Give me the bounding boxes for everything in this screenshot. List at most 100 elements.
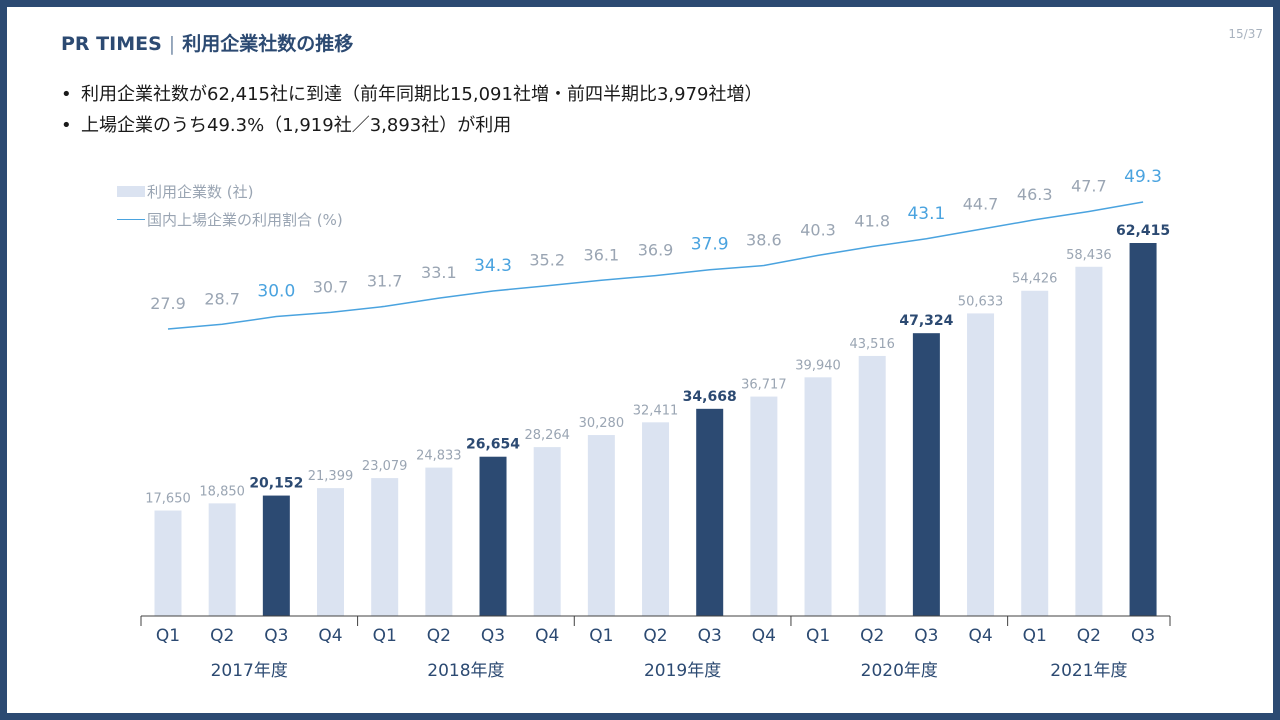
slide-header: PR TIMES | 利用企業社数の推移 [61, 29, 353, 56]
line-value-label: 46.3 [1017, 185, 1053, 204]
line-value-label: 30.7 [313, 277, 349, 296]
ratio-line [167, 201, 1144, 330]
bullet-item: • 上場企業のうち49.3%（1,919社／3,893社）が利用 [61, 110, 763, 141]
bar [317, 488, 345, 616]
bar [425, 467, 453, 616]
category-label: Q3 [914, 626, 938, 646]
legend-item-line: 国内上場企業の利用割合 (%) [117, 205, 343, 233]
line-value-label: 44.7 [963, 194, 999, 213]
bar-value-label: 43,516 [849, 337, 895, 352]
category-label: Q3 [698, 626, 722, 646]
line-value-label: 34.3 [474, 256, 512, 276]
group-label: 2017年度 [211, 661, 288, 681]
bar-value-label: 54,426 [1012, 272, 1058, 287]
bullet-dot: • [61, 115, 72, 136]
bar-value-label: 18,850 [199, 484, 245, 499]
bar-value-label: 34,668 [683, 389, 737, 405]
bar-value-label: 30,280 [579, 416, 625, 431]
bar-value-label: 50,633 [958, 294, 1004, 309]
line-value-label: 31.7 [367, 271, 403, 290]
bar [642, 422, 670, 616]
group-label: 2018年度 [427, 661, 504, 681]
legend-item-bars: 利用企業数 (社) [117, 177, 343, 205]
bar-value-label: 28,264 [524, 428, 570, 443]
line-value-label: 41.8 [854, 212, 890, 231]
bar [587, 435, 615, 616]
line-value-label: 47.7 [1071, 176, 1107, 195]
bar [479, 456, 507, 616]
bar-value-label: 47,324 [899, 313, 953, 329]
line-value-label: 28.7 [204, 289, 240, 308]
line-value-label: 33.1 [421, 263, 457, 282]
brand-name: PR TIMES [61, 33, 162, 55]
legend-bar-swatch [117, 185, 145, 197]
bar [208, 503, 236, 616]
line-value-label: 49.3 [1124, 167, 1162, 187]
group-label: 2020年度 [861, 661, 938, 681]
bar [967, 313, 995, 616]
line-value-label: 27.9 [150, 294, 186, 313]
bar-value-label: 24,833 [416, 449, 462, 464]
category-label: Q3 [264, 626, 288, 646]
bar-value-label: 21,399 [308, 469, 354, 484]
bar [262, 495, 290, 616]
bullet-text: 利用企業社数が62,415社に到達（前年同期比15,091社増・前四半期比3,9… [81, 84, 763, 105]
category-label: Q1 [806, 626, 830, 646]
bar [154, 510, 182, 616]
category-label: Q2 [210, 626, 234, 646]
bar-value-label: 39,940 [795, 358, 841, 373]
bar [696, 408, 724, 616]
bar-value-label: 17,650 [145, 492, 191, 507]
group-label: 2021年度 [1050, 661, 1127, 681]
category-label: Q2 [1077, 626, 1101, 646]
bar-value-label: 32,411 [633, 403, 679, 418]
category-label: Q1 [1023, 626, 1047, 646]
line-value-label: 40.3 [800, 220, 836, 239]
bar-value-label: 62,415 [1116, 223, 1170, 239]
page-number: 15/37 [1228, 27, 1263, 41]
category-label: Q4 [318, 626, 342, 646]
category-label: Q3 [481, 626, 505, 646]
bar-value-label: 36,717 [741, 378, 787, 393]
bar-value-label: 58,436 [1066, 248, 1112, 263]
slide-title: 利用企業社数の推移 [182, 33, 354, 55]
bar [1075, 266, 1103, 616]
category-label: Q1 [373, 626, 397, 646]
bar [804, 377, 832, 616]
category-label: Q4 [752, 626, 776, 646]
line-value-label: 43.1 [907, 204, 945, 224]
bar [371, 478, 399, 616]
category-label: Q1 [156, 626, 180, 646]
bar [1021, 290, 1049, 616]
category-label: Q1 [589, 626, 613, 646]
line-value-label: 36.9 [638, 241, 674, 260]
category-label: Q3 [1131, 626, 1155, 646]
line-value-label: 35.2 [529, 251, 565, 270]
bar [1129, 243, 1157, 616]
bar-value-label: 23,079 [362, 459, 408, 474]
header-separator: | [168, 33, 176, 55]
bar [533, 447, 561, 616]
line-value-label: 38.6 [746, 231, 782, 250]
bar-value-label: 20,152 [249, 476, 303, 492]
line-value-label: 36.1 [584, 245, 620, 264]
bar [858, 355, 886, 616]
category-label: Q2 [427, 626, 451, 646]
line-value-label: 30.0 [257, 282, 295, 302]
group-label: 2019年度 [644, 661, 721, 681]
bullet-item: • 利用企業社数が62,415社に到達（前年同期比15,091社増・前四半期比3,… [61, 79, 763, 110]
category-label: Q4 [968, 626, 992, 646]
legend-label-line: 国内上場企業の利用割合 (%) [147, 210, 343, 229]
category-label: Q2 [643, 626, 667, 646]
chart-legend: 利用企業数 (社) 国内上場企業の利用割合 (%) [117, 177, 343, 233]
bullet-dot: • [61, 84, 72, 105]
legend-label-bars: 利用企業数 (社) [147, 182, 254, 201]
line-value-label: 37.9 [691, 235, 729, 255]
bar-value-label: 26,654 [466, 437, 520, 453]
category-label: Q4 [535, 626, 559, 646]
bullet-text: 上場企業のうち49.3%（1,919社／3,893社）が利用 [81, 115, 512, 136]
bullet-list: • 利用企業社数が62,415社に到達（前年同期比15,091社増・前四半期比3,… [61, 79, 763, 141]
bar [912, 333, 940, 616]
category-label: Q2 [860, 626, 884, 646]
